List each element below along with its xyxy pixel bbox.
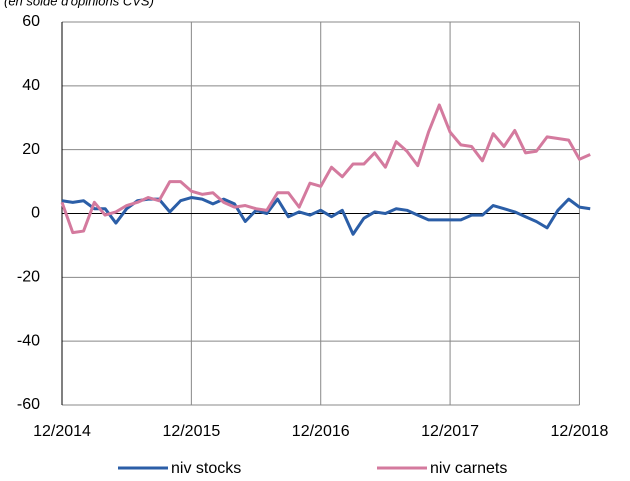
chart-subtitle: (en solde d'opinions CVS) [4, 0, 154, 8]
series-line [61, 196, 591, 236]
x-tick-label: 12/2016 [292, 423, 350, 440]
legend-label: niv carnets [430, 460, 507, 477]
x-tick-label: 12/2018 [551, 423, 609, 440]
series-line [60, 103, 591, 235]
y-tick-label: 40 [22, 77, 40, 94]
y-tick-label: -20 [17, 269, 40, 286]
y-tick-label: 20 [22, 141, 40, 158]
y-tick-label: -60 [17, 396, 40, 413]
legend-label: niv stocks [171, 460, 241, 477]
y-tick-label: 60 [22, 13, 40, 30]
x-tick-label: 12/2017 [421, 423, 479, 440]
x-tick-label: 12/2015 [162, 423, 220, 440]
y-tick-label: -40 [17, 332, 40, 349]
y-tick-label: 0 [31, 205, 40, 222]
x-tick-label: 12/2014 [33, 423, 91, 440]
